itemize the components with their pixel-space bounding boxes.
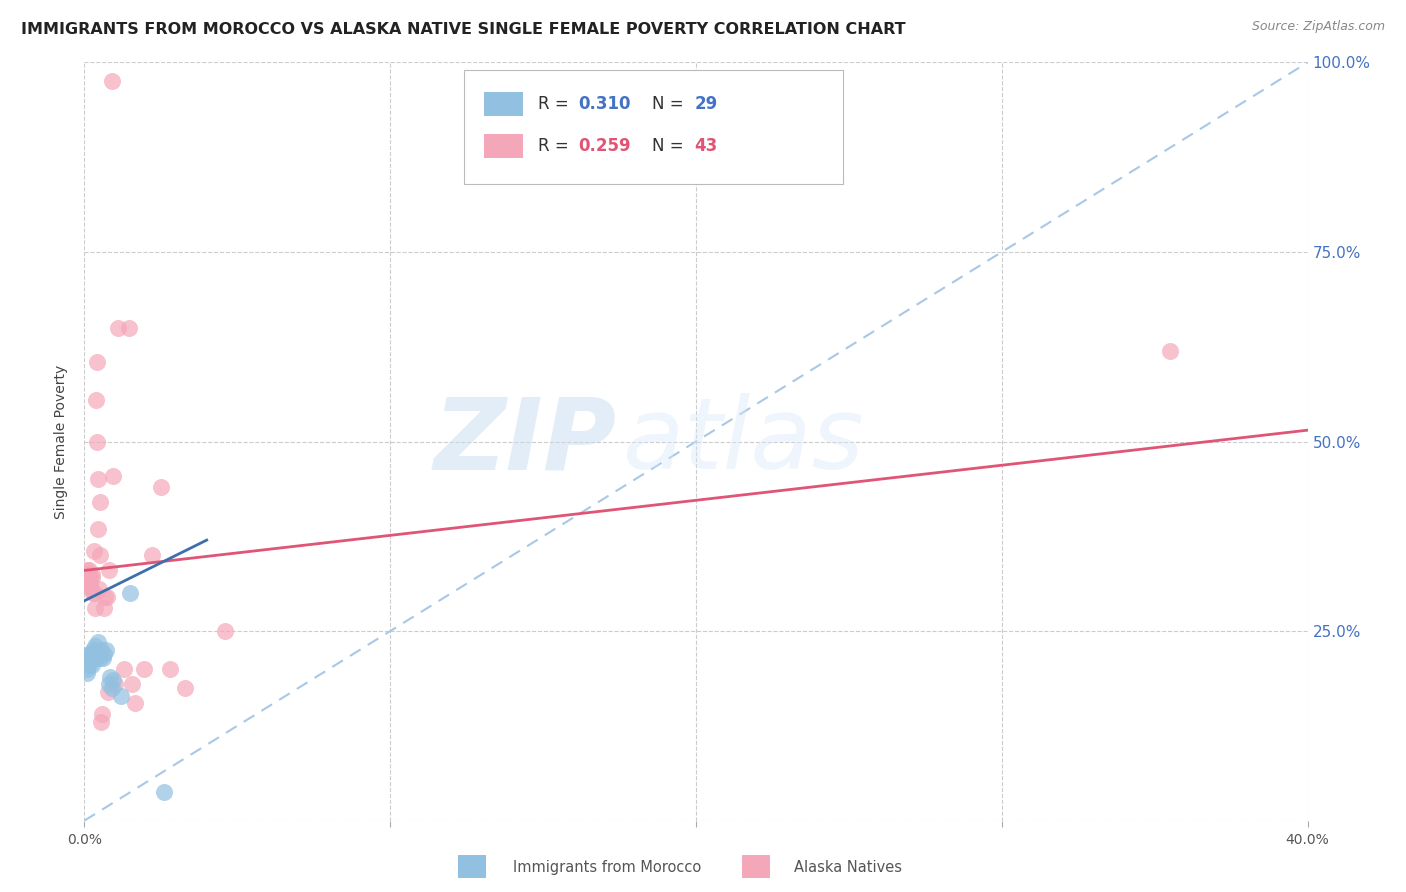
Text: Immigrants from Morocco: Immigrants from Morocco <box>513 860 702 874</box>
Text: 43: 43 <box>695 136 718 155</box>
Point <box>77 647 100 661</box>
Point <box>79 650 101 665</box>
Point <box>101 681 124 695</box>
Point <box>86 647 108 661</box>
Point <box>120 586 142 600</box>
Point <box>97 685 120 699</box>
Point <box>153 785 176 799</box>
Point <box>93 647 115 661</box>
Text: IMMIGRANTS FROM MOROCCO VS ALASKA NATIVE SINGLE FEMALE POVERTY CORRELATION CHART: IMMIGRANTS FROM MOROCCO VS ALASKA NATIVE… <box>21 22 905 37</box>
Point <box>87 522 110 536</box>
Point <box>132 662 155 676</box>
Point <box>112 662 135 676</box>
Point <box>79 571 101 585</box>
Point <box>76 564 98 578</box>
Point <box>77 564 100 578</box>
Point <box>84 639 107 653</box>
Point <box>110 689 132 703</box>
Text: 29: 29 <box>695 95 718 113</box>
Point <box>93 601 115 615</box>
Bar <box>484 134 523 158</box>
Text: N =: N = <box>652 136 689 155</box>
Point <box>77 579 100 593</box>
Text: 0.310: 0.310 <box>578 95 631 113</box>
Point <box>1159 343 1181 358</box>
Point <box>214 624 236 639</box>
Point <box>90 643 112 657</box>
Point <box>83 544 105 558</box>
Point <box>104 677 127 691</box>
Point <box>82 586 104 600</box>
Point <box>103 673 125 688</box>
Point <box>87 635 110 649</box>
Point <box>124 696 146 710</box>
Point <box>94 590 117 604</box>
Point <box>83 650 105 665</box>
Text: N =: N = <box>652 95 689 113</box>
Point <box>107 320 129 334</box>
Point <box>89 650 111 665</box>
Text: Source: ZipAtlas.com: Source: ZipAtlas.com <box>1251 20 1385 33</box>
Text: R =: R = <box>538 95 574 113</box>
Point <box>87 582 110 597</box>
Point <box>97 677 120 691</box>
Point <box>98 669 121 683</box>
Y-axis label: Single Female Poverty: Single Female Poverty <box>55 365 69 518</box>
Text: 0.259: 0.259 <box>578 136 631 155</box>
Point <box>91 707 114 722</box>
Point <box>77 658 100 673</box>
Point <box>82 567 104 582</box>
Point <box>79 579 101 593</box>
Point <box>94 643 117 657</box>
Point <box>76 665 98 680</box>
Point <box>79 655 101 669</box>
Point <box>80 658 103 673</box>
Point <box>121 677 143 691</box>
Point <box>90 715 112 730</box>
Point <box>80 647 103 661</box>
FancyBboxPatch shape <box>464 70 842 184</box>
Point <box>86 355 108 369</box>
Point <box>98 564 121 578</box>
Point <box>84 650 107 665</box>
Point <box>80 582 103 597</box>
Point <box>96 590 118 604</box>
Point <box>84 392 107 407</box>
Point <box>101 74 124 88</box>
Point <box>76 574 98 589</box>
Point <box>76 662 98 676</box>
Point <box>141 548 163 563</box>
Point <box>89 548 111 563</box>
Point <box>77 655 100 669</box>
Point <box>103 468 125 483</box>
Text: ZIP: ZIP <box>433 393 616 490</box>
Point <box>91 650 114 665</box>
Point <box>83 586 105 600</box>
Point <box>118 320 141 334</box>
Text: atlas: atlas <box>623 393 865 490</box>
Point <box>82 643 104 657</box>
Point <box>149 480 172 494</box>
Point <box>174 681 197 695</box>
Point <box>87 473 110 487</box>
Point <box>83 647 105 661</box>
Point <box>159 662 181 676</box>
Point <box>89 495 111 509</box>
Text: R =: R = <box>538 136 574 155</box>
Point <box>80 571 103 585</box>
Point <box>77 567 100 582</box>
Point <box>82 650 104 665</box>
Bar <box>484 92 523 116</box>
Point <box>86 434 108 449</box>
Point <box>84 601 107 615</box>
Text: Alaska Natives: Alaska Natives <box>794 860 903 874</box>
